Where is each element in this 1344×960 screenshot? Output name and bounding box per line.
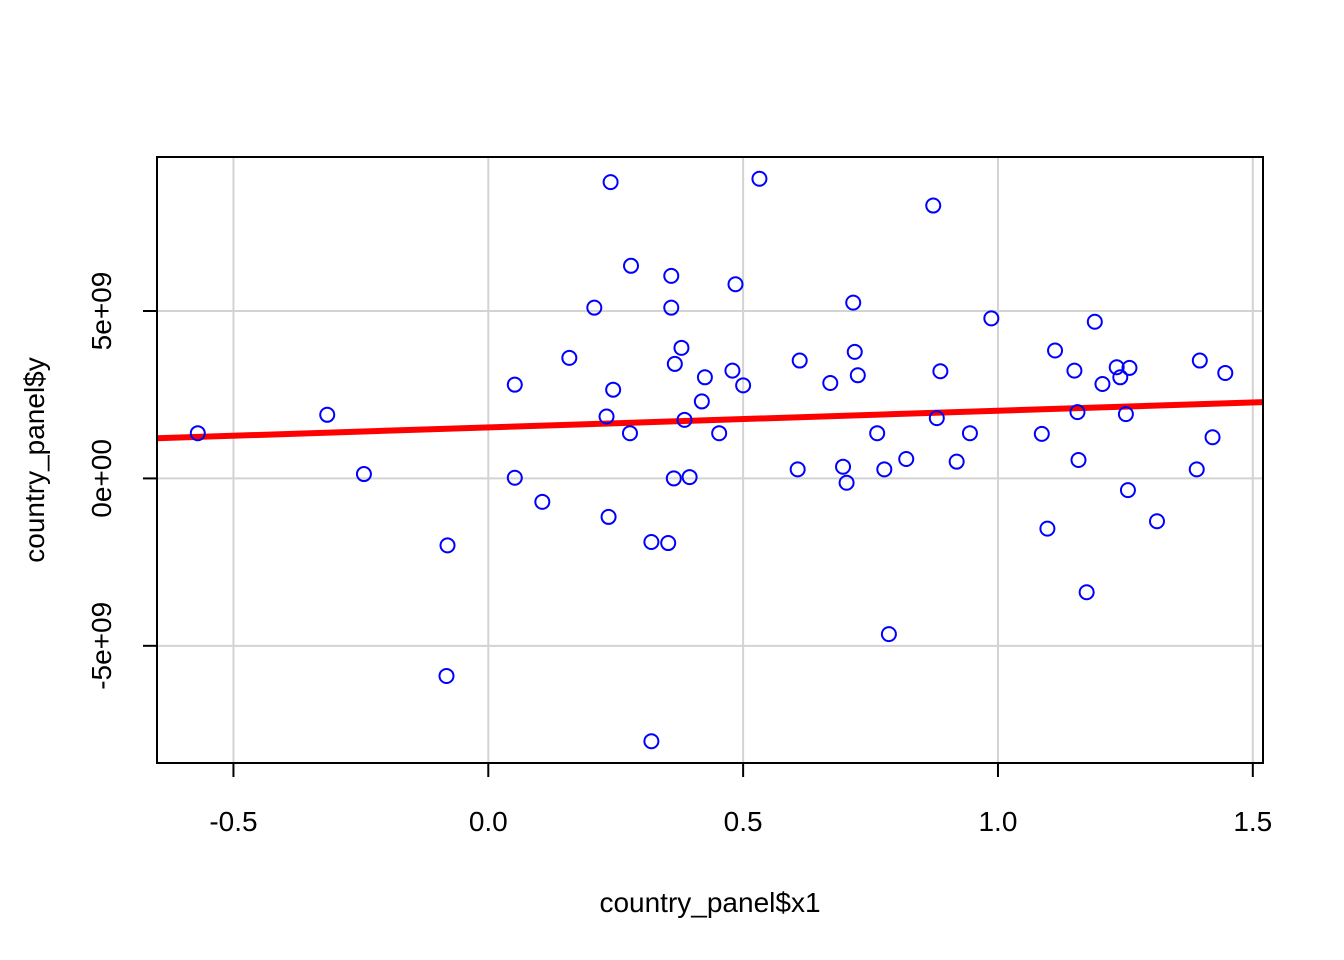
plot-frame (156, 156, 1264, 764)
data-point-24 (676, 411, 693, 428)
x-tick-label-4: 1.5 (1233, 806, 1272, 837)
data-point-9 (586, 299, 603, 316)
data-point-68 (1204, 429, 1221, 446)
data-point-57 (1078, 584, 1095, 601)
data-point-29 (724, 362, 741, 379)
data-point-4 (438, 667, 455, 684)
data-point-23 (673, 339, 690, 356)
data-point-40 (849, 367, 866, 384)
data-point-66 (1188, 461, 1205, 478)
data-point-7 (534, 493, 551, 510)
data-point-50 (983, 310, 1000, 327)
data-point-33 (789, 461, 806, 478)
data-point-41 (869, 425, 886, 442)
data-point-43 (880, 626, 897, 643)
y-axis-label: country_panel$y (19, 357, 50, 562)
data-point-5 (506, 376, 523, 393)
grid-lines (157, 157, 1263, 763)
data-point-60 (1108, 359, 1125, 376)
data-point-44 (898, 450, 915, 467)
data-point-21 (665, 470, 682, 487)
data-point-14 (621, 425, 638, 442)
data-point-17 (643, 733, 660, 750)
data-point-36 (835, 458, 852, 475)
x-tick-label-3: 1.0 (978, 806, 1017, 837)
data-point-6 (506, 469, 523, 486)
y-axis: -5e+09 0e+00 5e+09 (86, 272, 158, 690)
data-point-2 (355, 466, 372, 483)
data-point-31 (735, 377, 752, 394)
data-point-59 (1094, 375, 1111, 392)
data-point-62 (1117, 406, 1134, 423)
y-tick-label-2: 5e+09 (86, 272, 117, 351)
x-tick-label-1: 0.0 (469, 806, 508, 837)
regression-line-group (156, 399, 1264, 442)
data-point-46 (928, 410, 945, 427)
data-point-67 (1191, 352, 1208, 369)
data-point-42 (876, 461, 893, 478)
data-point-56 (1070, 452, 1087, 468)
data-point-49 (961, 425, 978, 442)
data-point-34 (791, 352, 808, 369)
y-tick-label-1: 0e+00 (86, 439, 117, 518)
x-tick-label-2: 0.5 (724, 806, 763, 837)
data-point-22 (666, 355, 683, 372)
data-point-28 (711, 425, 728, 442)
data-point-11 (600, 508, 617, 525)
data-point-37 (838, 474, 855, 491)
data-point-45 (925, 197, 942, 214)
data-point-38 (845, 294, 862, 311)
data-point-47 (932, 363, 949, 380)
data-point-16 (643, 534, 660, 551)
data-point-53 (1047, 342, 1064, 359)
data-point-65 (1148, 513, 1165, 530)
data-point-69 (1217, 364, 1234, 381)
data-point-8 (561, 349, 578, 366)
data-point-20 (663, 299, 680, 316)
data-point-25 (681, 469, 698, 486)
x-axis-label: country_panel$x1 (599, 887, 820, 918)
data-point-32 (751, 170, 768, 187)
regression-line (156, 399, 1264, 442)
data-point-39 (846, 343, 863, 360)
y-tick-label-0: -5e+09 (86, 602, 117, 690)
data-point-55 (1069, 404, 1086, 421)
data-point-26 (693, 393, 710, 410)
data-point-54 (1066, 362, 1083, 379)
x-tick-label-0: -0.5 (209, 806, 257, 837)
data-point-48 (948, 453, 965, 470)
data-point-30 (727, 276, 744, 293)
data-point-18 (660, 535, 677, 552)
data-point-15 (623, 257, 639, 274)
data-point-13 (605, 381, 622, 398)
data-point-64 (1121, 359, 1138, 376)
data-points (189, 170, 1234, 750)
data-point-35 (822, 374, 839, 391)
data-point-3 (439, 537, 456, 554)
data-point-58 (1086, 313, 1103, 330)
data-point-63 (1119, 482, 1136, 499)
data-point-19 (663, 267, 680, 284)
data-point-61 (1112, 369, 1129, 386)
data-point-0 (189, 425, 206, 442)
data-point-1 (319, 406, 336, 423)
data-point-52 (1039, 520, 1056, 537)
data-point-12 (602, 174, 619, 191)
data-point-10 (598, 408, 615, 425)
x-axis: -0.5 0.0 0.5 1.0 1.5 (209, 762, 1272, 837)
data-point-51 (1033, 425, 1050, 442)
data-point-27 (696, 369, 713, 386)
